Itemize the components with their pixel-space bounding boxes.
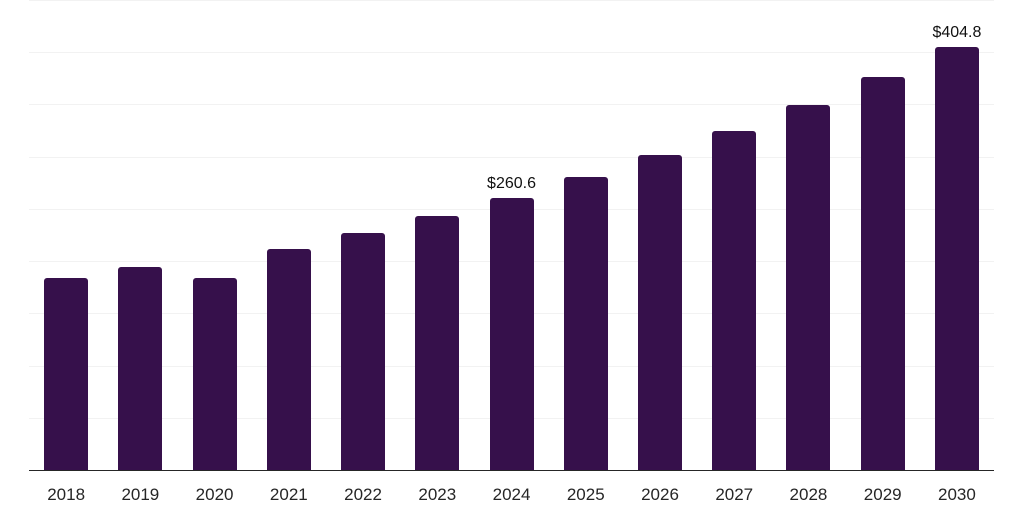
gridline	[29, 52, 994, 54]
x-tick-2030: 2030	[938, 485, 976, 504]
bar-slot-2018	[29, 0, 103, 470]
bar-2019	[118, 267, 163, 470]
bar-slot-2029	[846, 0, 920, 470]
bar-slot-2024: $260.6	[474, 0, 548, 470]
data-label-2024: $260.6	[487, 174, 536, 192]
bar-slot-2028	[771, 0, 845, 470]
x-tick-2020: 2020	[195, 485, 234, 504]
x-tick-2024: 2024	[492, 485, 531, 504]
x-tick-2025: 2025	[566, 485, 605, 504]
data-label-2030: $404.8	[932, 24, 982, 42]
x-tick-2027: 2027	[715, 485, 754, 504]
bar-2028	[786, 104, 831, 470]
x-tick-2028: 2028	[789, 485, 828, 504]
bar-slot-2023	[400, 0, 474, 470]
gridline	[29, 0, 994, 1]
bar-2029	[860, 77, 905, 470]
gridline	[29, 104, 994, 106]
bar-slot-2027	[697, 0, 771, 470]
x-tick-2029: 2029	[863, 485, 902, 504]
x-tick-2022: 2022	[344, 485, 382, 504]
bar-2020	[192, 277, 237, 470]
bars: $260.6 $404.8	[29, 0, 994, 470]
bar-slot-2021	[252, 0, 326, 470]
bar-slot-2030: $404.8	[920, 0, 994, 470]
bar-slot-2022	[326, 0, 400, 470]
x-tick-2018: 2018	[47, 485, 86, 504]
bar-slot-2020	[177, 0, 251, 470]
gridline	[29, 156, 994, 158]
bar-2027	[712, 130, 757, 470]
bar-2026	[637, 154, 682, 470]
bar-2025	[563, 177, 608, 470]
bar-2022	[341, 232, 386, 470]
x-tick-2023: 2023	[418, 485, 457, 504]
bar-slot-2026	[623, 0, 697, 470]
plot-area: $260.6 $404.8	[29, 0, 994, 471]
x-tick-2019: 2019	[121, 485, 160, 504]
bar-2023	[415, 216, 460, 470]
bar-2021	[266, 248, 311, 470]
x-tick-2021: 2021	[269, 485, 308, 504]
bar-2024: $260.6	[487, 175, 536, 470]
x-axis-labels: 2018 2019 2020 2021 2022 2023 2024 2025 2026 2027…	[29, 471, 994, 505]
bar-2018	[44, 278, 89, 470]
x-tick-2026: 2026	[641, 485, 679, 504]
bar-slot-2019	[103, 0, 177, 470]
bar-2030: $404.8	[932, 24, 981, 470]
bar-slot-2025	[549, 0, 623, 470]
